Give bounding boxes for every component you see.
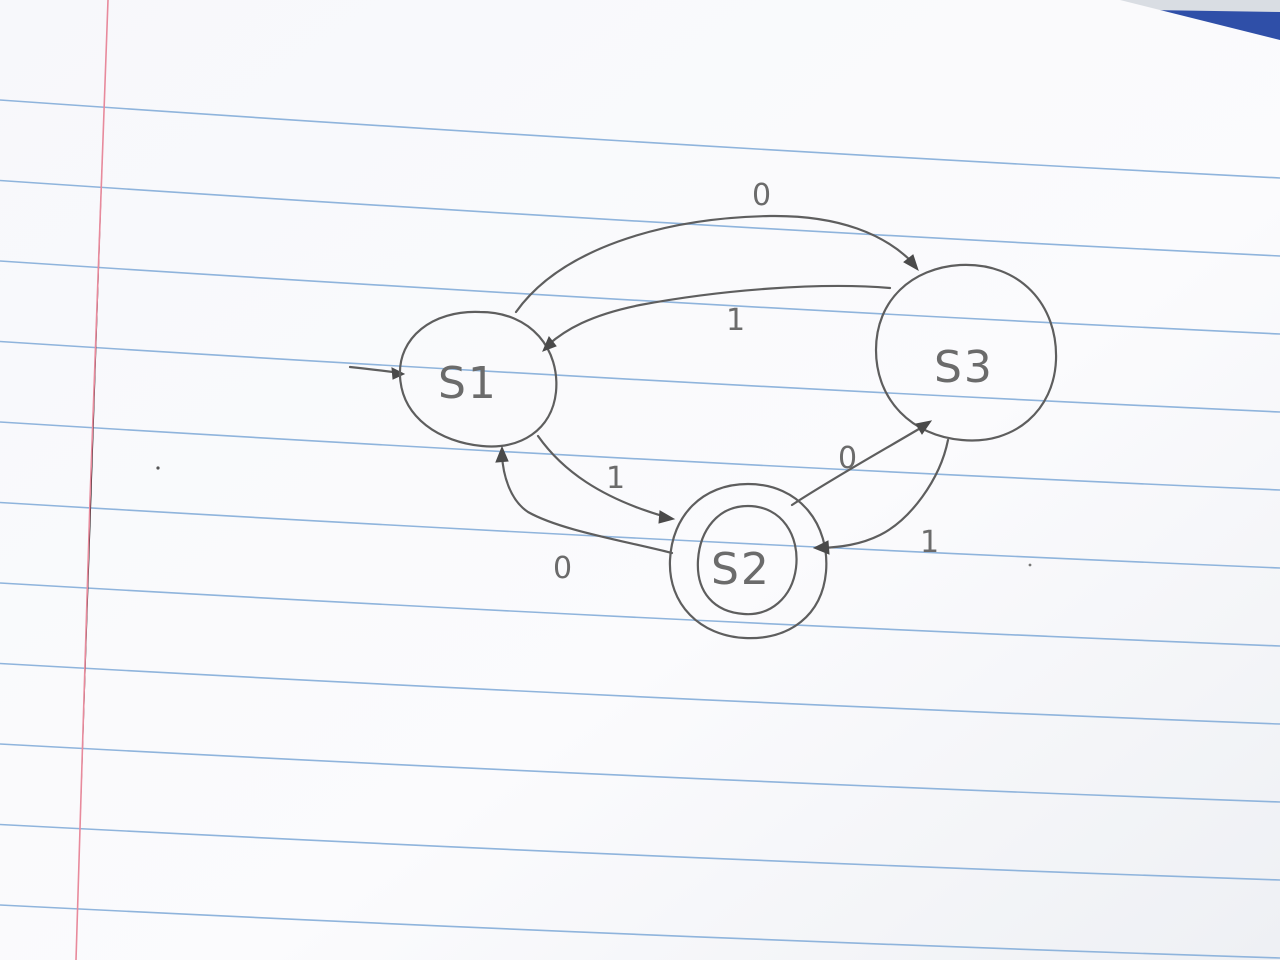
state-s1-label: S1 <box>438 358 498 409</box>
transition-s2-s3-label: 0 <box>838 441 857 476</box>
transition-s3-s2-label: 1 <box>920 525 939 560</box>
state-s2-label: S2 <box>711 544 771 595</box>
transition-s2-s1-label: 0 <box>553 551 572 586</box>
transition-s1-s2-label: 1 <box>606 461 625 496</box>
state-s3-label: S3 <box>934 342 994 393</box>
transition-s3-s1-label: 1 <box>726 303 745 338</box>
pencil-dot <box>1029 564 1032 567</box>
transition-s1-s3-label: 0 <box>752 178 771 213</box>
pencil-dot <box>156 466 159 469</box>
